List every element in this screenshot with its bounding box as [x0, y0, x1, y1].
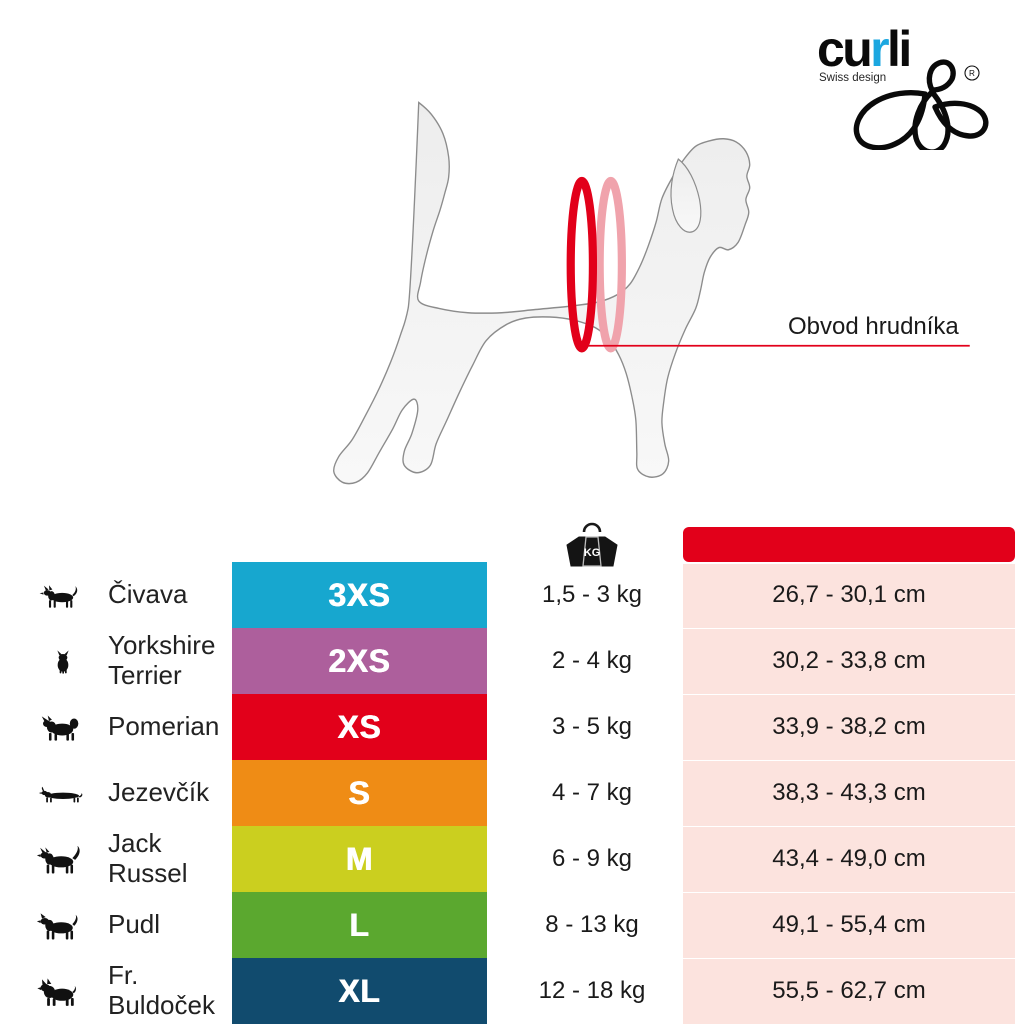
- svg-text:KG: KG: [584, 547, 601, 559]
